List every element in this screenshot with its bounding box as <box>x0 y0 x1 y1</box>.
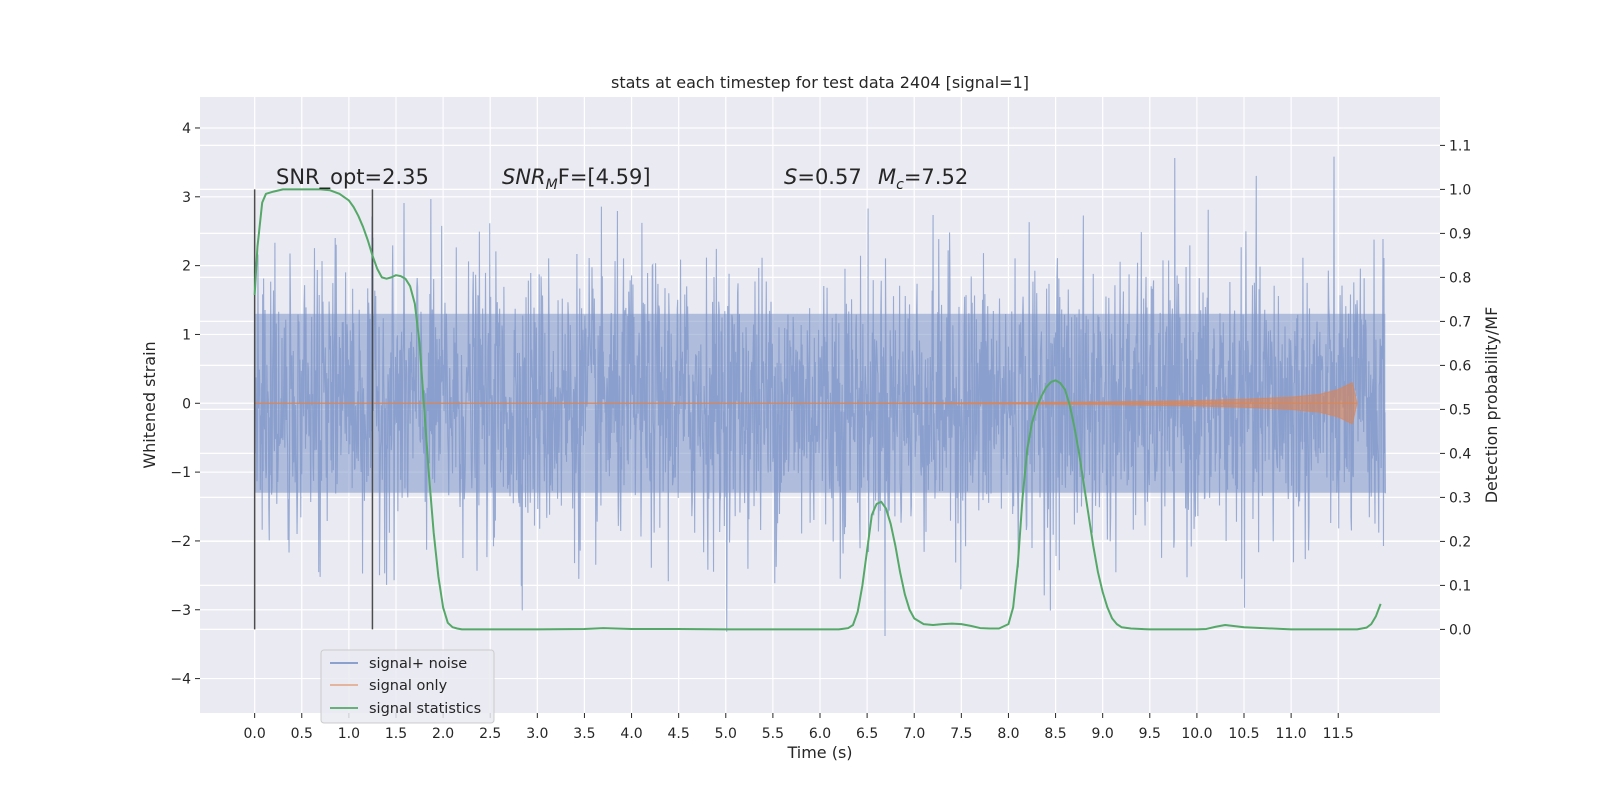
x-tick-label: 7.0 <box>903 726 925 742</box>
x-tick-label: 5.0 <box>715 726 737 742</box>
x-tick-label: 1.0 <box>338 726 360 742</box>
y2-tick-label: 1.0 <box>1449 182 1471 198</box>
snr-mf-value: F=[4.59] <box>558 165 651 189</box>
x-tick-label: 8.5 <box>1044 726 1066 742</box>
x-tick-label: 4.5 <box>668 726 690 742</box>
mc-symbol: M <box>878 165 896 189</box>
ticks: 0.0 0.5 1.0 1.5 2.0 2.5 3.0 3.5 4.0 4.5 5.0 5.5 6.0 6… <box>170 121 1471 742</box>
y2-tick-label: 0.9 <box>1449 226 1471 242</box>
legend-label-noise: signal+ noise <box>369 656 467 672</box>
snr-mf-annotation: SNRMF=[4.59] <box>502 165 651 193</box>
x-tick-label: 10.0 <box>1181 726 1212 742</box>
plot-content <box>253 156 1386 637</box>
legend-label-signal: signal only <box>369 678 448 694</box>
x-axis-label: Time (s) <box>786 743 852 762</box>
x-tick-label: 0.0 <box>244 726 266 742</box>
y2-tick-label: 0.3 <box>1449 490 1471 506</box>
x-tick-label: 4.0 <box>620 726 642 742</box>
legend-label-stats: signal statistics <box>369 701 481 717</box>
y-tick-label: 2 <box>182 259 191 275</box>
y-tick-label: −1 <box>170 465 191 481</box>
y2-tick-label: 0.2 <box>1449 534 1471 550</box>
x-tick-label: 7.5 <box>950 726 972 742</box>
y2-tick-label: 0.4 <box>1449 446 1471 462</box>
y-tick-label: 3 <box>182 190 191 206</box>
s-value: =0.57 <box>797 165 861 189</box>
mc-value: =7.52 <box>904 165 968 189</box>
x-tick-label: 9.5 <box>1139 726 1161 742</box>
y-tick-label: 0 <box>182 396 191 412</box>
y2-tick-label: 0.0 <box>1449 622 1471 638</box>
snr-mf-subscript: M <box>546 177 558 193</box>
y2-tick-label: 0.8 <box>1449 270 1471 286</box>
x-tick-label: 5.5 <box>762 726 784 742</box>
y-tick-label: −2 <box>170 534 191 550</box>
legend: signal+ noise signal only signal statist… <box>320 649 495 724</box>
s-annotation: S=0.57 <box>784 165 862 189</box>
y2-axis-label: Detection probability/MF <box>1482 307 1501 504</box>
x-tick-label: 8.0 <box>997 726 1019 742</box>
x-tick-label: 11.5 <box>1323 726 1354 742</box>
y-tick-label: 1 <box>182 327 191 343</box>
y2-tick-label: 0.7 <box>1449 314 1471 330</box>
x-tick-label: 0.5 <box>291 726 313 742</box>
x-tick-label: 10.5 <box>1228 726 1259 742</box>
y-tick-label: 4 <box>182 121 191 137</box>
y2-tick-label: 0.1 <box>1449 578 1471 594</box>
chart-title: stats at each timestep for test data 240… <box>611 73 1029 92</box>
x-tick-label: 2.0 <box>432 726 454 742</box>
mc-annotation: Mc=7.52 <box>878 165 968 193</box>
x-tick-label: 1.5 <box>385 726 407 742</box>
snr-opt-annotation: SNR_opt=2.35 <box>276 165 429 190</box>
x-tick-label: 9.0 <box>1092 726 1114 742</box>
x-tick-label: 6.0 <box>809 726 831 742</box>
snr-mf-symbol: SNR <box>502 165 546 189</box>
y2-tick-label: 0.6 <box>1449 358 1471 374</box>
x-tick-label: 2.5 <box>479 726 501 742</box>
y-tick-label: −4 <box>170 672 191 688</box>
x-tick-label: 3.0 <box>526 726 548 742</box>
x-tick-label: 6.5 <box>856 726 878 742</box>
signal-statistics-series <box>253 188 1382 631</box>
x-tick-label: 3.5 <box>573 726 595 742</box>
y2-tick-label: 1.1 <box>1449 138 1471 154</box>
y2-tick-label: 0.5 <box>1449 402 1471 418</box>
mc-subscript: c <box>896 177 904 193</box>
x-tick-label: 11.0 <box>1276 726 1307 742</box>
s-symbol: S <box>784 165 797 189</box>
legend-box <box>320 649 495 724</box>
y-tick-label: −3 <box>170 603 191 619</box>
y-axis-label: Whitened strain <box>140 341 159 468</box>
